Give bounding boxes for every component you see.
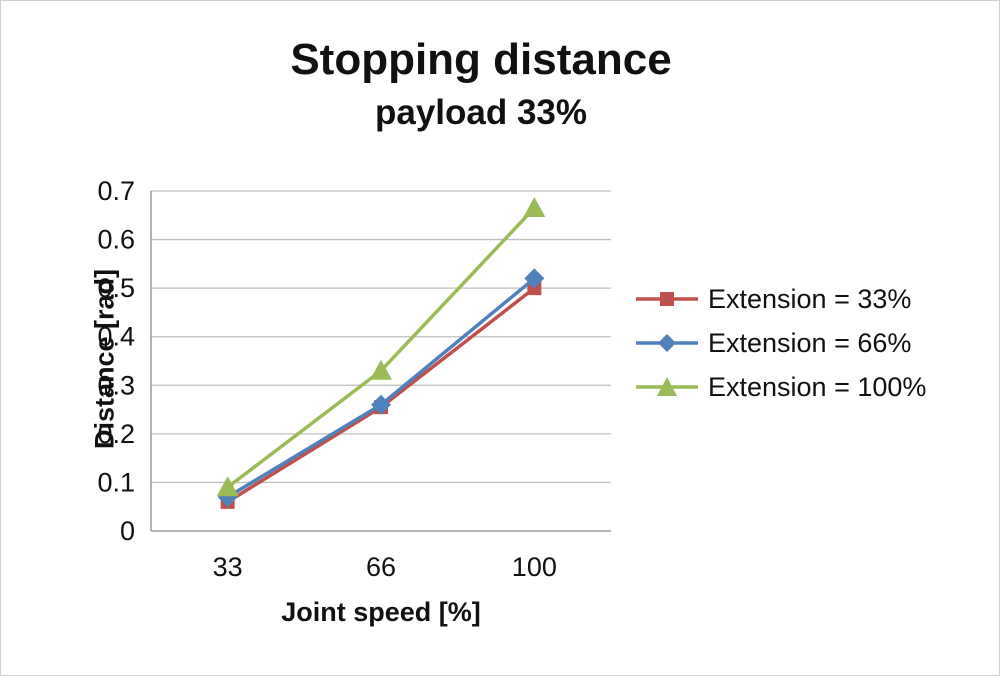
series-line (226, 206, 536, 489)
legend-key-square-icon (636, 292, 698, 306)
y-tick-label: 0 (120, 516, 135, 546)
legend-item-extension-66[interactable]: Extension = 66% (634, 321, 926, 365)
legend: Extension = 33% Extension = 66% Extensio… (634, 277, 926, 409)
x-axis-title: Joint speed [%] (281, 597, 481, 627)
diamond-marker-icon (371, 394, 391, 415)
triangle-marker-icon (657, 377, 677, 396)
triangle-marker-icon (523, 197, 546, 217)
x-tick-label: 66 (366, 552, 396, 582)
y-axis-title: Distance [rad] (89, 268, 120, 450)
y-tick-label: 0.7 (97, 176, 135, 206)
y-tick-label: 0.1 (97, 467, 135, 497)
y-tick-label: 0.3 (97, 370, 135, 400)
triangle-marker-icon (370, 359, 392, 380)
legend-item-extension-100[interactable]: Extension = 100% (634, 365, 926, 409)
triangle-marker-icon (216, 476, 239, 497)
legend-key-triangle-icon (636, 377, 698, 396)
legend-label: Extension = 66% (708, 327, 912, 358)
legend-label: Extension = 100% (708, 371, 927, 402)
diamond-marker-icon (524, 268, 545, 289)
x-tick-label: 33 (213, 552, 243, 582)
series-line (226, 277, 536, 499)
chart-subtitle: payload 33% (374, 93, 588, 132)
square-marker-icon (660, 292, 674, 306)
y-tick-label: 0.2 (97, 419, 135, 449)
diamond-marker-icon (658, 334, 676, 352)
y-tick-label: 0.5 (97, 273, 135, 303)
y-tick-label: 0.4 (97, 322, 135, 352)
legend-item-extension-33[interactable]: Extension = 33% (634, 277, 926, 321)
legend-label: Extension = 33% (708, 283, 912, 314)
legend-key-diamond-icon (636, 334, 698, 352)
chart-title: Stopping distance (290, 35, 672, 84)
y-tick-label: 0.6 (97, 225, 135, 255)
x-tick-label: 100 (512, 552, 557, 582)
